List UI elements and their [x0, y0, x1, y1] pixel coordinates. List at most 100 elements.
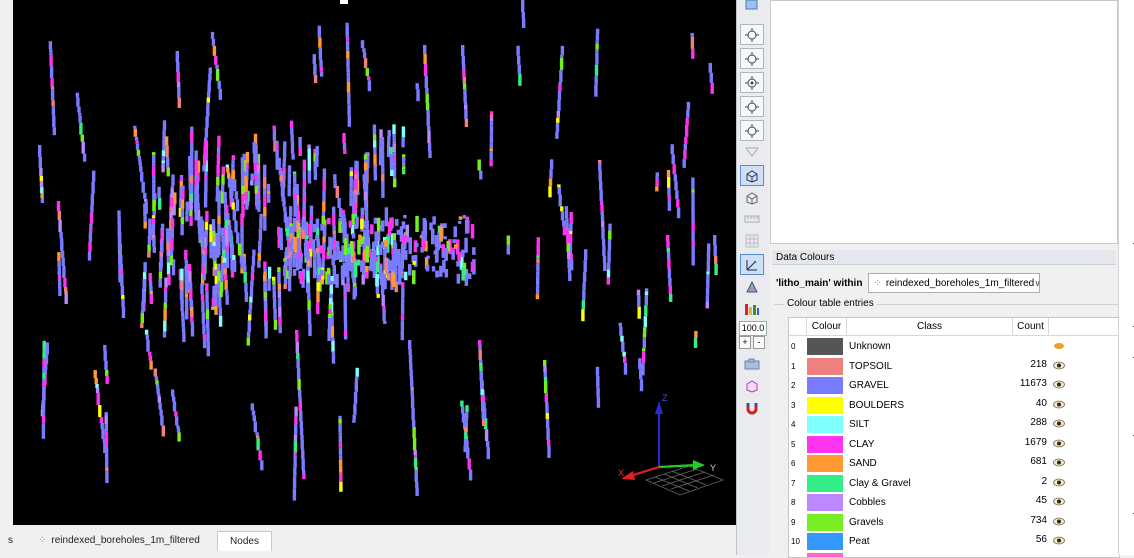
ruler-icon: [744, 215, 760, 223]
zoom-out-button[interactable]: -: [753, 336, 765, 349]
eye-icon[interactable]: [1053, 439, 1065, 448]
zoom-extent-icon: [744, 0, 760, 12]
colour-swatch[interactable]: [807, 397, 843, 414]
colour-table-group: Colour table entries Colour Class Count …: [774, 304, 1118, 556]
pane-corner: [340, 0, 348, 4]
measure-button[interactable]: [740, 208, 764, 229]
row-index: 9: [791, 518, 795, 527]
eye-icon[interactable]: [1053, 536, 1065, 545]
view-direction-icon: [745, 76, 759, 90]
right-edge-strip: · · · · ·: [1118, 0, 1134, 555]
class-count: 56: [1011, 534, 1047, 545]
column-header-visibility: [1049, 318, 1119, 336]
dataset-select[interactable]: ⁘ reindexed_boreholes_1m_filtered ∨: [868, 273, 1040, 293]
class-name: BOULDERS: [849, 400, 904, 411]
eye-icon[interactable]: [1053, 419, 1065, 428]
chevron-down-icon: ∨: [1034, 278, 1041, 289]
row-index: 3: [791, 401, 795, 410]
eye-icon[interactable]: [1053, 361, 1065, 370]
class-name: Clay & Gravel: [849, 478, 911, 489]
colour-swatch[interactable]: [807, 455, 843, 472]
zoom-level-field[interactable]: 100.0: [739, 321, 767, 336]
row-index: 8: [791, 498, 795, 507]
row-index: 6: [791, 459, 795, 468]
colour-swatch[interactable]: [807, 416, 843, 433]
orthographic-button[interactable]: [740, 187, 764, 208]
tab-nodes[interactable]: Nodes: [217, 531, 272, 551]
view-back-button[interactable]: [740, 96, 764, 117]
bottom-tab-bar: s ⁘reindexed_boreholes_1m_filtered Nodes: [0, 528, 736, 555]
row-index: 10: [791, 537, 800, 546]
view-front-button[interactable]: [740, 72, 764, 93]
colour-swatch[interactable]: [807, 514, 843, 531]
lighting-button[interactable]: [740, 276, 764, 297]
zoom-in-button[interactable]: +: [739, 336, 751, 349]
column-header-class[interactable]: Class: [847, 318, 1013, 336]
class-count: 288: [1011, 417, 1047, 428]
colour-swatch[interactable]: [807, 475, 843, 492]
column-header-colour[interactable]: Colour: [807, 318, 847, 336]
view-top-button[interactable]: [740, 24, 764, 45]
colour-scale-button[interactable]: [740, 298, 764, 319]
class-name: CLAY: [849, 439, 874, 450]
colour-swatch[interactable]: [807, 436, 843, 453]
row-index: 4: [791, 420, 795, 429]
box-select-icon: [745, 379, 759, 393]
view-toolstrip: 100.0 + -: [736, 0, 769, 555]
lamp-icon[interactable]: [1053, 341, 1065, 350]
column-header-count[interactable]: Count: [1013, 318, 1049, 336]
axis-label-y: Y: [710, 463, 716, 473]
view-bottom-button[interactable]: [740, 48, 764, 69]
colour-swatch[interactable]: [807, 377, 843, 394]
view-side-button[interactable]: [740, 120, 764, 141]
dataset-select-value: reindexed_boreholes_1m_filtered: [886, 278, 1034, 289]
perspective-button[interactable]: [740, 165, 764, 186]
class-count: 681: [1011, 456, 1047, 467]
tab-dataset[interactable]: ⁘reindexed_boreholes_1m_filtered: [30, 531, 210, 551]
colour-swatch[interactable]: [807, 358, 843, 375]
clip-button[interactable]: [740, 141, 764, 162]
tab-previous[interactable]: s: [0, 531, 30, 551]
cube-icon: [745, 191, 759, 205]
snap-button[interactable]: [740, 397, 764, 418]
colour-swatch[interactable]: [807, 553, 843, 558]
row-index: 2: [791, 381, 795, 390]
3d-viewport[interactable]: Z X Y: [13, 0, 736, 525]
axes-toggle-button[interactable]: [740, 254, 764, 275]
grid-icon: [745, 234, 759, 248]
grid-button[interactable]: [740, 230, 764, 251]
colour-swatch[interactable]: [807, 338, 843, 355]
class-count: 1679: [1011, 437, 1047, 448]
selection-box-button[interactable]: [740, 375, 764, 396]
colour-swatch[interactable]: [807, 533, 843, 550]
eye-icon[interactable]: [1053, 517, 1065, 526]
column-header-index: [789, 318, 807, 336]
eye-icon[interactable]: [1053, 478, 1065, 487]
eye-icon[interactable]: [1053, 400, 1065, 409]
zoom-extent-button[interactable]: [740, 0, 764, 15]
scatter-data-icon: ⁘: [873, 278, 881, 289]
view-direction-icon: [745, 124, 759, 138]
class-name: Gravels: [849, 517, 883, 528]
eye-icon[interactable]: [1053, 458, 1065, 467]
row-index: 0: [791, 342, 795, 351]
screenshot-button[interactable]: [740, 353, 764, 374]
class-name: Cobbles: [849, 497, 886, 508]
colour-swatch[interactable]: [807, 494, 843, 511]
eye-icon[interactable]: [1053, 380, 1065, 389]
view-direction-icon: [745, 28, 759, 42]
camera-icon: [744, 358, 760, 370]
eye-icon[interactable]: [1053, 497, 1065, 506]
